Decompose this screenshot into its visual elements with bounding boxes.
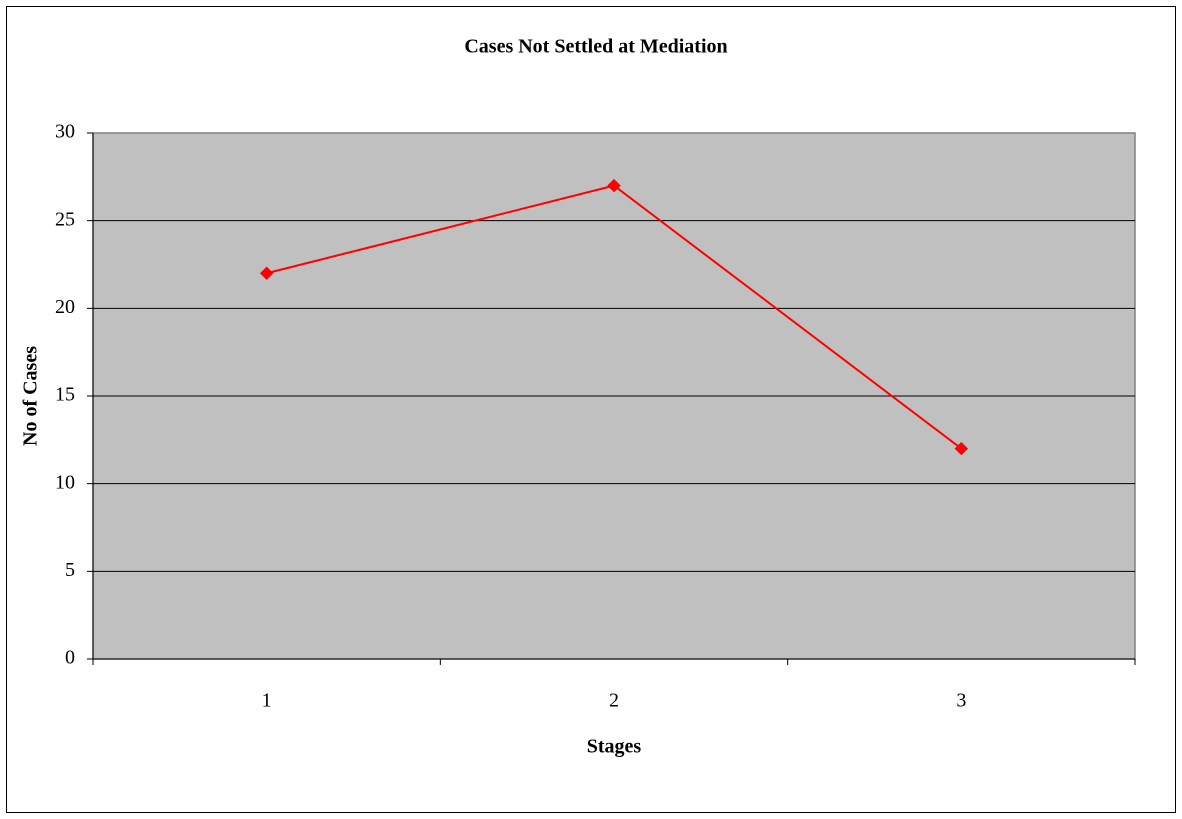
- chart-title: Cases Not Settled at Mediation: [464, 36, 727, 58]
- x-tick-label: 3: [956, 690, 966, 712]
- y-tick-label: 0: [65, 647, 75, 669]
- x-axis-label: Stages: [587, 736, 642, 758]
- y-tick-label: 15: [55, 384, 75, 406]
- y-axis-label: No of Cases: [20, 346, 42, 446]
- y-tick-label: 20: [55, 296, 75, 318]
- y-tick-label: 30: [55, 121, 75, 143]
- x-tick-label: 2: [609, 690, 619, 712]
- y-tick-label: 5: [65, 559, 75, 581]
- x-tick-label: 1: [262, 690, 272, 712]
- marker: [259, 266, 274, 280]
- marker: [607, 178, 621, 193]
- y-tick-label: 25: [55, 208, 75, 230]
- y-tick-label: 10: [55, 471, 75, 493]
- marker: [954, 441, 969, 456]
